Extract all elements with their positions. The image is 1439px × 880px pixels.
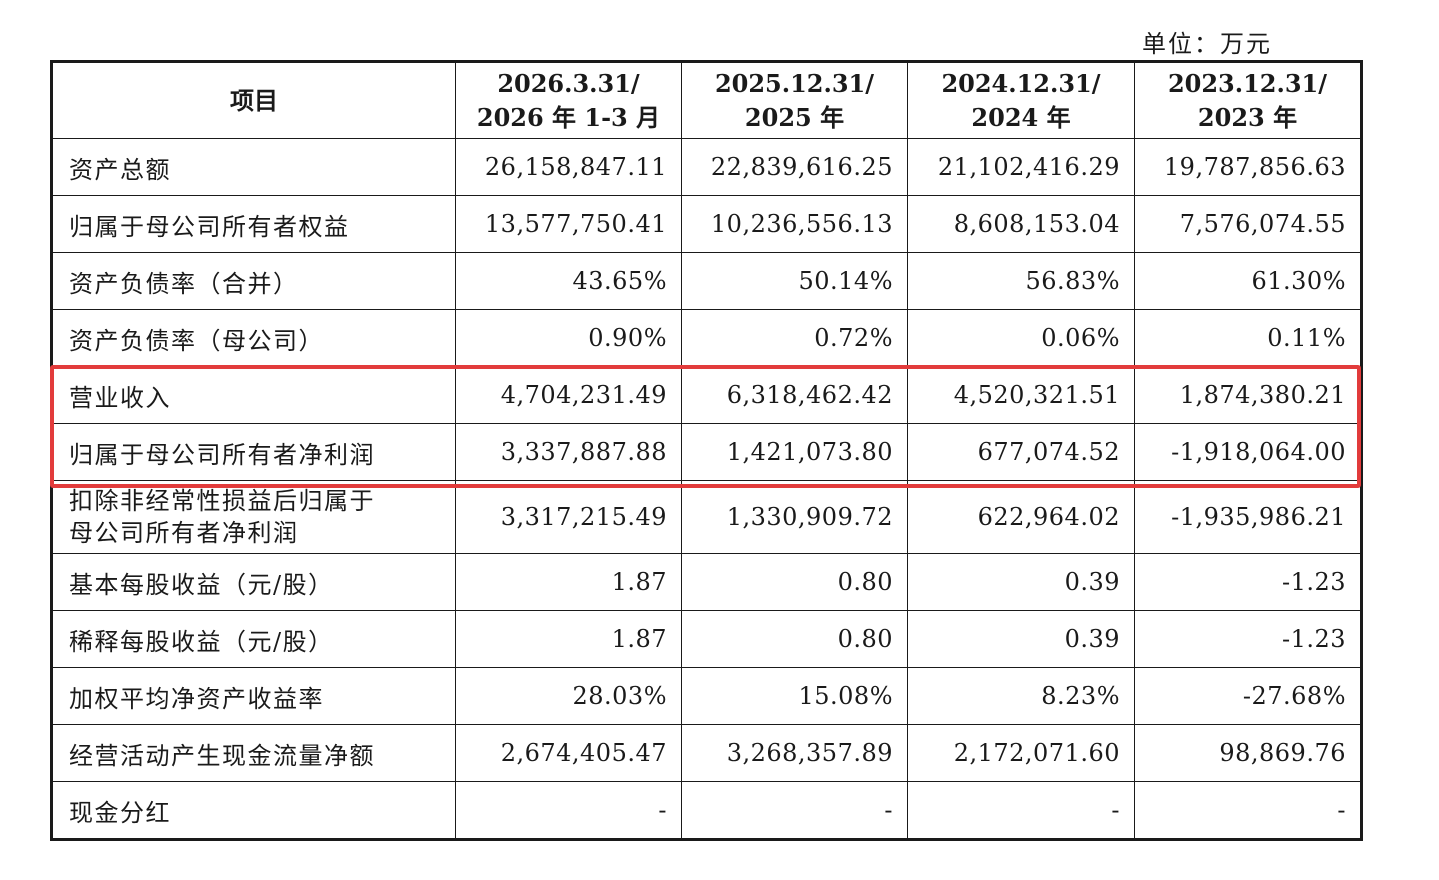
header-col-2025-line2: 2025 年 xyxy=(744,102,845,132)
row-label: 基本每股收益（元/股） xyxy=(51,553,456,611)
row-label: 现金分红 xyxy=(51,781,456,840)
cell-value: 15.08% xyxy=(681,667,908,725)
table-row: 归属于母公司所有者权益 13,577,750.41 10,236,556.13 … xyxy=(51,195,1362,253)
cell-value: 677,074.52 xyxy=(907,423,1135,481)
cell-value: 22,839,616.25 xyxy=(681,138,908,196)
cell-value: 0.72% xyxy=(681,309,908,367)
row-label: 资产总额 xyxy=(51,138,456,196)
cell-value: 0.80 xyxy=(681,553,908,611)
cell-value: 98,869.76 xyxy=(1134,724,1362,782)
table-row-highlighted: 营业收入 4,704,231.49 6,318,462.42 4,520,321… xyxy=(51,366,1362,424)
row-label: 资产负债率（合并） xyxy=(51,252,456,310)
header-col-2025-line1: 2025.12.31/ xyxy=(714,68,875,98)
header-col-2023: 2023.12.31/ 2023 年 xyxy=(1134,61,1362,139)
row-label: 稀释每股收益（元/股） xyxy=(51,610,456,668)
cell-value: 1.87 xyxy=(455,610,682,668)
cell-value: 21,102,416.29 xyxy=(907,138,1135,196)
cell-value: 0.39 xyxy=(907,553,1135,611)
table-row: 经营活动产生现金流量净额 2,674,405.47 3,268,357.89 2… xyxy=(51,724,1362,782)
cell-value: 0.80 xyxy=(681,610,908,668)
header-col-2025: 2025.12.31/ 2025 年 xyxy=(681,61,908,139)
cell-value: 622,964.02 xyxy=(907,480,1135,554)
row-label-line1: 扣除非经常性损益后归属于 xyxy=(69,487,375,515)
row-label: 扣除非经常性损益后归属于 母公司所有者净利润 xyxy=(51,480,456,554)
cell-value: 6,318,462.42 xyxy=(681,366,908,424)
table-row-highlighted: 归属于母公司所有者净利润 3,337,887.88 1,421,073.80 6… xyxy=(51,423,1362,481)
header-col-2024-line2: 2024 年 xyxy=(971,102,1071,132)
header-col-2026-line2: 2026 年 1-3 月 xyxy=(476,102,661,132)
cell-value: 19,787,856.63 xyxy=(1134,138,1362,196)
table-row: 稀释每股收益（元/股） 1.87 0.80 0.39 -1.23 xyxy=(51,610,1362,668)
cell-value: -1,918,064.00 xyxy=(1134,423,1362,481)
row-label: 营业收入 xyxy=(51,366,456,424)
header-item: 项目 xyxy=(51,61,456,139)
cell-value: 1,421,073.80 xyxy=(681,423,908,481)
cell-value: - xyxy=(1134,781,1362,840)
row-label: 归属于母公司所有者权益 xyxy=(51,195,456,253)
cell-value: -1,935,986.21 xyxy=(1134,480,1362,554)
header-col-2023-line2: 2023 年 xyxy=(1197,102,1298,132)
header-col-2024-line1: 2024.12.31/ xyxy=(941,68,1101,98)
cell-value: 2,674,405.47 xyxy=(455,724,682,782)
row-label: 归属于母公司所有者净利润 xyxy=(51,423,456,481)
table-header-row: 项目 2026.3.31/ 2026 年 1-3 月 2025.12.31/ 2… xyxy=(51,61,1362,139)
cell-value: 43.65% xyxy=(455,252,682,310)
cell-value: -1.23 xyxy=(1134,553,1362,611)
cell-value: 4,520,321.51 xyxy=(907,366,1135,424)
cell-value: 13,577,750.41 xyxy=(455,195,682,253)
cell-value: 50.14% xyxy=(681,252,908,310)
cell-value: 1,874,380.21 xyxy=(1134,366,1362,424)
cell-value: 8.23% xyxy=(907,667,1135,725)
row-label-line2: 母公司所有者净利润 xyxy=(69,519,299,547)
cell-value: 8,608,153.04 xyxy=(907,195,1135,253)
table-row: 资产负债率（合并） 43.65% 50.14% 56.83% 61.30% xyxy=(51,252,1362,310)
cell-value: 1.87 xyxy=(455,553,682,611)
header-col-2024: 2024.12.31/ 2024 年 xyxy=(907,61,1135,139)
cell-value: -1.23 xyxy=(1134,610,1362,668)
header-col-2026-line1: 2026.3.31/ xyxy=(497,68,640,98)
header-col-2023-line1: 2023.12.31/ xyxy=(1167,68,1328,98)
financial-table: 项目 2026.3.31/ 2026 年 1-3 月 2025.12.31/ 2… xyxy=(50,60,1363,841)
cell-value: 0.11% xyxy=(1134,309,1362,367)
cell-value: - xyxy=(907,781,1135,840)
cell-value: - xyxy=(455,781,682,840)
table-row: 基本每股收益（元/股） 1.87 0.80 0.39 -1.23 xyxy=(51,553,1362,611)
table-row: 加权平均净资产收益率 28.03% 15.08% 8.23% -27.68% xyxy=(51,667,1362,725)
table-row: 扣除非经常性损益后归属于 母公司所有者净利润 3,317,215.49 1,33… xyxy=(51,480,1362,554)
cell-value: 0.90% xyxy=(455,309,682,367)
unit-label: 单位：万元 xyxy=(1142,30,1272,58)
table-row: 现金分红 - - - - xyxy=(51,781,1362,840)
cell-value: 61.30% xyxy=(1134,252,1362,310)
cell-value: 0.06% xyxy=(907,309,1135,367)
row-label: 经营活动产生现金流量净额 xyxy=(51,724,456,782)
header-col-2026: 2026.3.31/ 2026 年 1-3 月 xyxy=(455,61,682,139)
row-label: 加权平均净资产收益率 xyxy=(51,667,456,725)
cell-value: - xyxy=(681,781,908,840)
cell-value: -27.68% xyxy=(1134,667,1362,725)
cell-value: 26,158,847.11 xyxy=(455,138,682,196)
cell-value: 3,268,357.89 xyxy=(681,724,908,782)
cell-value: 10,236,556.13 xyxy=(681,195,908,253)
row-label: 资产负债率（母公司） xyxy=(51,309,456,367)
cell-value: 3,337,887.88 xyxy=(455,423,682,481)
cell-value: 0.39 xyxy=(907,610,1135,668)
cell-value: 4,704,231.49 xyxy=(455,366,682,424)
table-row: 资产总额 26,158,847.11 22,839,616.25 21,102,… xyxy=(51,138,1362,196)
cell-value: 1,330,909.72 xyxy=(681,480,908,554)
cell-value: 7,576,074.55 xyxy=(1134,195,1362,253)
table-row: 资产负债率（母公司） 0.90% 0.72% 0.06% 0.11% xyxy=(51,309,1362,367)
cell-value: 56.83% xyxy=(907,252,1135,310)
cell-value: 3,317,215.49 xyxy=(455,480,682,554)
cell-value: 2,172,071.60 xyxy=(907,724,1135,782)
cell-value: 28.03% xyxy=(455,667,682,725)
